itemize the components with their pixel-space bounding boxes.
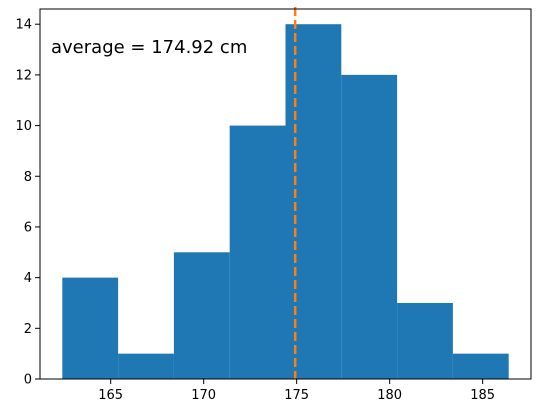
histogram-bar-5 (285, 24, 342, 380)
histogram-bar-3 (173, 252, 230, 379)
histogram-bar-4 (229, 125, 286, 379)
y-tick-label: 12 (15, 68, 32, 83)
x-tick-label: 185 (470, 388, 495, 403)
histogram-bar-8 (452, 353, 509, 379)
histogram-bar-7 (397, 302, 453, 379)
histogram-bars (62, 24, 509, 380)
y-axis-ticks: 0 2 4 6 8 10 12 14 (15, 18, 40, 388)
average-annotation: average = 174.92 cm (51, 37, 247, 58)
y-tick-label: 6 (24, 220, 32, 235)
x-tick-label: 165 (98, 388, 123, 403)
y-tick-label: 10 (15, 119, 32, 134)
y-tick-label: 4 (24, 271, 32, 286)
y-tick-label: 0 (24, 373, 32, 388)
y-tick-label: 14 (15, 18, 32, 33)
x-tick-label: 170 (191, 388, 216, 403)
y-tick-label: 8 (24, 170, 32, 185)
x-tick-label: 180 (377, 388, 402, 403)
histogram-bar-1 (62, 277, 119, 379)
histogram-bar-6 (341, 74, 398, 379)
x-tick-label: 175 (284, 388, 309, 403)
plot-frame (39, 8, 532, 380)
histogram-bar-2 (118, 353, 174, 379)
y-tick-label: 2 (24, 322, 32, 337)
x-axis-ticks: 165 170 175 180 185 (98, 379, 495, 403)
